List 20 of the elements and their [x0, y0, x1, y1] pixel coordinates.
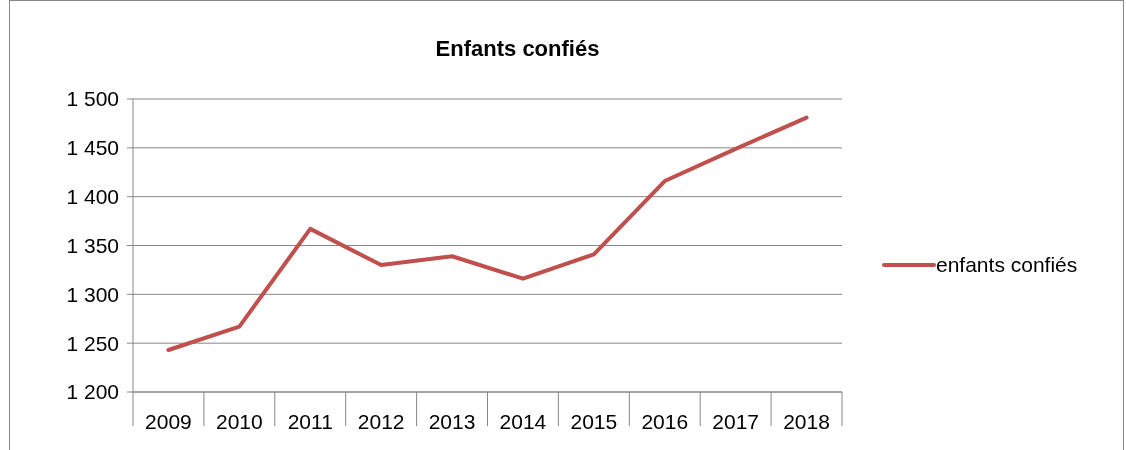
y-tick-label: 1 200	[66, 380, 119, 404]
y-tick-label: 1 400	[66, 185, 119, 209]
x-tick-label: 2016	[641, 410, 689, 433]
line-series	[166, 115, 809, 352]
x-tick-label: 2009	[145, 410, 192, 433]
y-tick-label: 1 450	[66, 136, 119, 160]
chart-title: Enfants confiés	[435, 36, 600, 61]
x-tick-label: 2010	[215, 410, 263, 433]
x-tick-label: 2013	[428, 410, 476, 433]
x-tick-label: 2014	[499, 410, 547, 433]
x-tick-label: 2018	[783, 410, 830, 433]
y-tick-label: 1 250	[66, 331, 119, 355]
legend-label: enfants confiés	[936, 253, 1078, 277]
x-tick-label: 2012	[357, 410, 405, 433]
y-tick-label: 1 500	[66, 87, 119, 111]
y-tick-label: 1 350	[66, 233, 119, 257]
x-tick-label: 2015	[570, 410, 618, 433]
x-tick-label: 2011	[287, 410, 333, 433]
y-tick-label: 1 300	[66, 282, 119, 306]
x-tick-label: 2017	[712, 410, 760, 433]
